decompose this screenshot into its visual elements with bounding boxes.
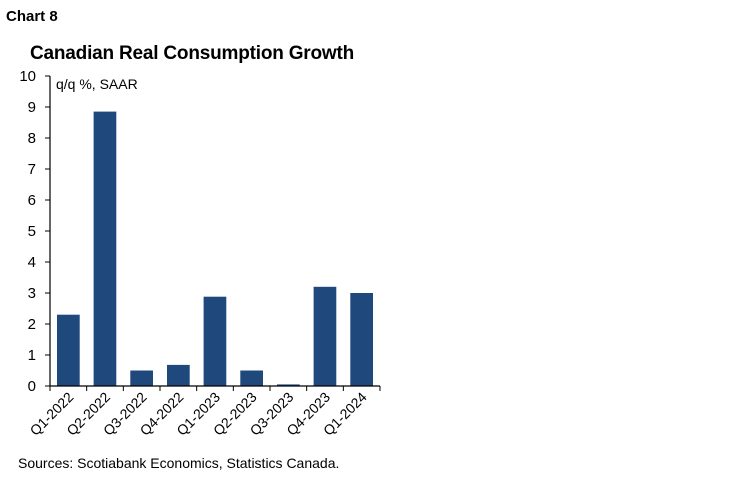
y-tick-label: 5 [28, 223, 36, 240]
bar-q2-2023 [240, 370, 263, 386]
y-tick-label: 1 [28, 347, 36, 364]
bar-q3-2023 [277, 384, 300, 386]
bar-q1-2022 [57, 314, 80, 386]
y-tick-label: 2 [28, 316, 36, 333]
y-tick-label: 3 [28, 285, 36, 302]
unit-label: q/q %, SAAR [56, 76, 138, 92]
y-tick-label: 9 [28, 99, 36, 116]
y-ticks-group: 0 1 2 3 4 5 6 7 8 9 10 [19, 68, 50, 395]
y-tick-label: 4 [28, 254, 36, 271]
bar-q2-2022 [93, 111, 117, 386]
y-tick-label: 8 [28, 130, 36, 147]
source-note: Sources: Scotiabank Economics, Statistic… [18, 455, 340, 471]
bar-q4-2022 [167, 364, 190, 386]
y-tick-label: 7 [28, 161, 36, 178]
bar-q4-2023 [313, 286, 337, 386]
y-tick-label: 6 [28, 192, 36, 209]
bar-q3-2022 [130, 370, 153, 386]
y-tick-label: 10 [19, 68, 36, 85]
chart-title: Canadian Real Consumption Growth [30, 43, 355, 64]
bars-group [57, 111, 373, 386]
bar-q1-2023 [203, 296, 227, 386]
chart-label: Chart 8 [6, 8, 58, 25]
x-ticks-group: Q1-2022Q2-2022Q3-2022Q4-2022Q1-2023Q2-20… [27, 386, 381, 439]
y-tick-label: 0 [28, 378, 36, 395]
bar-q1-2024 [350, 293, 373, 386]
